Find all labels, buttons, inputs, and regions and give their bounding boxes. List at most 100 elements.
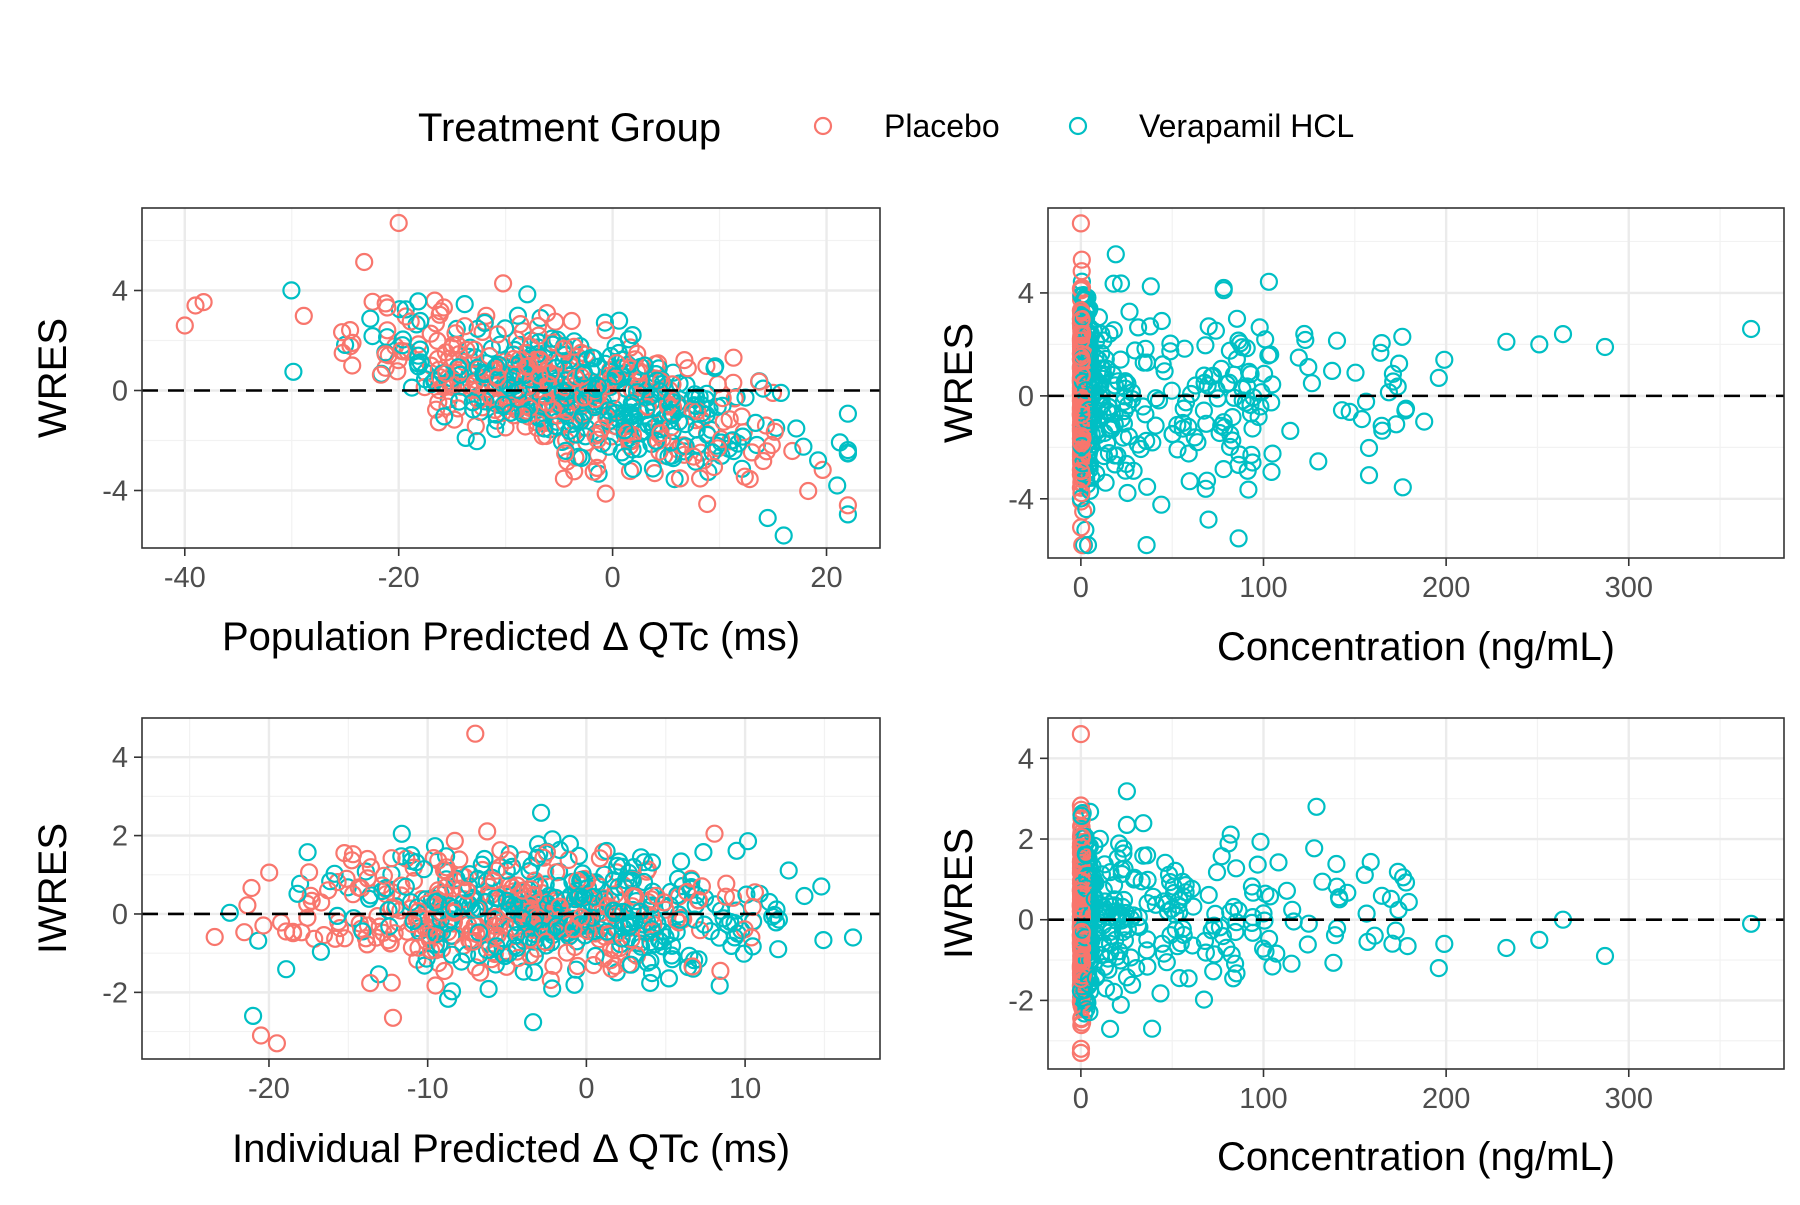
- point-placebo: [1072, 948, 1091, 967]
- point-verapamil: [1137, 535, 1156, 555]
- y-tick-label: 0: [1018, 381, 1034, 413]
- point-verapamil: [468, 319, 487, 338]
- point-placebo: [1071, 724, 1091, 744]
- point-placebo: [326, 929, 345, 948]
- point-verapamil: [1213, 926, 1233, 946]
- point-verapamil: [714, 909, 733, 928]
- point-verapamil: [1435, 350, 1454, 369]
- point-placebo: [1071, 969, 1091, 989]
- point-verapamil: [746, 413, 765, 432]
- point-verapamil: [1104, 321, 1123, 340]
- point-verapamil: [1243, 419, 1262, 438]
- point-placebo: [361, 858, 380, 877]
- point-verapamil: [621, 955, 641, 974]
- point-verapamil: [1117, 454, 1136, 474]
- point-verapamil: [1117, 968, 1137, 987]
- point-placebo: [607, 354, 626, 373]
- x-axis-title: Concentration (ng/mL): [1217, 625, 1615, 669]
- x-tick-label: -20: [248, 1073, 290, 1105]
- point-verapamil: [1429, 958, 1448, 978]
- point-verapamil: [733, 427, 752, 446]
- point-placebo: [554, 339, 573, 359]
- point-placebo: [333, 343, 352, 363]
- point-placebo: [277, 922, 296, 941]
- point-verapamil: [663, 950, 682, 969]
- points: [205, 724, 863, 1053]
- point-placebo: [491, 841, 510, 860]
- point-verapamil: [1307, 797, 1326, 816]
- point-verapamil: [1205, 945, 1224, 964]
- point-verapamil: [635, 356, 654, 375]
- point-verapamil: [838, 505, 858, 524]
- point-verapamil: [361, 309, 380, 328]
- point-placebo: [514, 881, 533, 900]
- y-tick-label: -4: [1008, 484, 1034, 516]
- legend-key-placebo: [813, 116, 833, 136]
- point-verapamil: [1198, 376, 1217, 395]
- point-verapamil: [1595, 337, 1615, 357]
- point-verapamil: [1263, 444, 1282, 463]
- point-verapamil: [1243, 883, 1263, 902]
- point-verapamil: [507, 938, 526, 958]
- point-placebo: [641, 907, 661, 926]
- point-verapamil: [606, 367, 625, 386]
- point-verapamil: [1332, 401, 1352, 420]
- point-verapamil: [703, 443, 722, 462]
- point-verapamil: [576, 427, 595, 446]
- point-verapamil: [641, 387, 660, 406]
- point-verapamil: [641, 933, 660, 952]
- point-placebo: [392, 886, 411, 905]
- point-placebo: [651, 424, 670, 443]
- point-verapamil: [1305, 839, 1324, 858]
- point-placebo: [504, 349, 523, 369]
- point-verapamil: [456, 428, 475, 447]
- point-verapamil: [1251, 397, 1270, 416]
- point-verapamil: [659, 969, 679, 988]
- point-verapamil: [1389, 900, 1408, 920]
- point-verapamil: [1111, 274, 1131, 293]
- point-placebo: [343, 356, 362, 375]
- point-placebo: [740, 470, 759, 489]
- point-verapamil: [1219, 834, 1238, 853]
- point-verapamil: [469, 923, 488, 942]
- x-tick-label: 0: [1073, 572, 1089, 604]
- y-axis-title: IWRES: [31, 823, 75, 954]
- point-verapamil: [1327, 877, 1346, 896]
- point-placebo: [466, 724, 485, 743]
- point-placebo: [260, 863, 279, 882]
- point-placebo: [494, 274, 513, 293]
- point-verapamil: [1260, 887, 1280, 906]
- point-placebo: [451, 866, 471, 885]
- point-verapamil: [1134, 814, 1153, 833]
- point-verapamil: [1077, 500, 1096, 519]
- point-placebo: [562, 311, 581, 331]
- point-verapamil: [363, 327, 382, 346]
- point-verapamil: [1137, 846, 1157, 865]
- point-verapamil: [1239, 480, 1258, 499]
- point-verapamil: [1372, 886, 1392, 905]
- point-placebo: [711, 961, 730, 981]
- point-verapamil: [599, 401, 619, 420]
- x-tick-label: 100: [1239, 572, 1287, 604]
- point-placebo: [382, 973, 401, 992]
- point-verapamil: [814, 930, 833, 950]
- point-verapamil: [615, 447, 635, 466]
- point-verapamil: [662, 404, 682, 423]
- point-placebo: [1071, 214, 1091, 233]
- point-verapamil: [769, 910, 789, 929]
- point-verapamil: [670, 374, 689, 393]
- point-verapamil: [1383, 364, 1403, 383]
- point-verapamil: [667, 922, 686, 942]
- point-placebo: [756, 416, 776, 435]
- point-verapamil: [1243, 907, 1262, 927]
- point-verapamil: [570, 887, 589, 906]
- point-verapamil: [535, 419, 554, 438]
- point-placebo: [688, 402, 707, 421]
- point-verapamil: [1109, 372, 1128, 391]
- point-verapamil: [1080, 1003, 1099, 1022]
- point-verapamil: [1741, 914, 1761, 933]
- point-placebo: [557, 943, 576, 962]
- point-placebo: [724, 373, 743, 392]
